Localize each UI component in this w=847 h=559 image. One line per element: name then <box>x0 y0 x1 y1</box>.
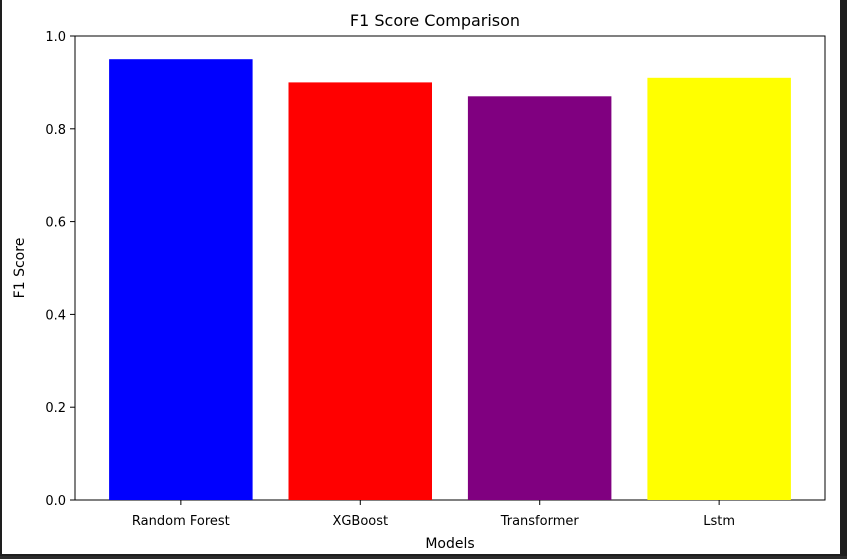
x-tick-label: Lstm <box>703 514 735 529</box>
y-tick-label: 0.6 <box>45 216 66 231</box>
bar-lstm <box>647 77 791 501</box>
y-axis-label: F1 Score <box>12 238 28 299</box>
x-axis-label: Models <box>425 536 474 552</box>
bar-transformer <box>467 96 612 501</box>
y-axis: 0.0 0.2 0.4 0.6 0.8 1.0 <box>45 30 75 509</box>
x-tick-label: Random Forest <box>132 514 230 529</box>
y-tick-label: 1.0 <box>45 30 66 45</box>
plot-area-frame <box>74 35 826 501</box>
y-tick-label: 0.2 <box>45 401 66 416</box>
x-tick-label: XGBoost <box>332 514 388 529</box>
bars-layer <box>109 59 791 501</box>
y-tick-label: 0.4 <box>45 308 66 323</box>
y-tick-label: 0.0 <box>45 494 66 509</box>
chart-title: F1 Score Comparison <box>350 11 520 30</box>
x-tick-label: Transformer <box>500 514 580 529</box>
bar-random-forest <box>109 59 253 500</box>
bar-xgboost <box>288 82 432 501</box>
x-axis: Random Forest XGBoost Transformer Lstm <box>132 500 735 529</box>
y-tick-label: 0.8 <box>45 123 66 138</box>
